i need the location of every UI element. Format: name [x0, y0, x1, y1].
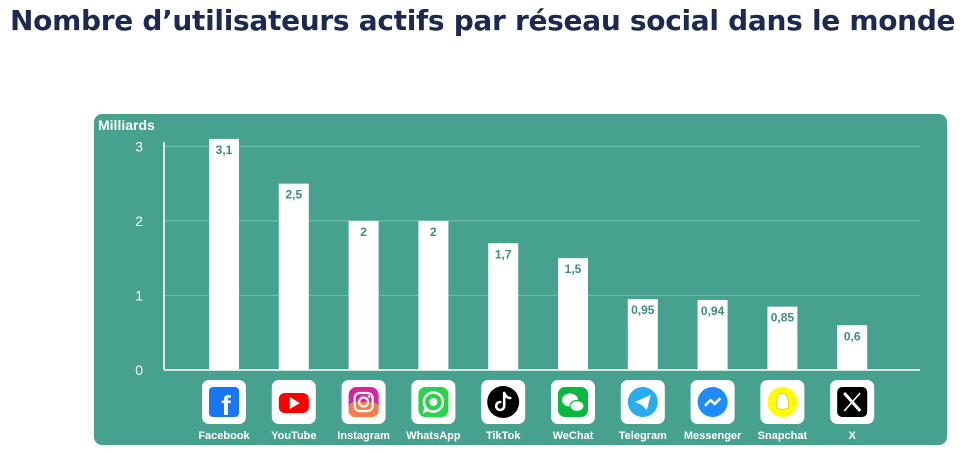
data-label: 1,5: [565, 262, 582, 276]
page-title: Nombre d’utilisateurs actifs par réseau …: [10, 4, 956, 37]
x-category-label: WhatsApp: [406, 430, 461, 442]
y-axis-label: Milliards: [98, 117, 155, 133]
youtube-icon: [271, 380, 316, 424]
data-label: 1,7: [495, 247, 512, 261]
bar: [348, 220, 379, 370]
x-category-label: TikTok: [486, 430, 521, 442]
bar: [767, 306, 798, 370]
snapchat-icon: [760, 380, 805, 424]
x-category-label: Instagram: [337, 430, 390, 442]
bar: [558, 258, 588, 370]
tiktok-icon: [481, 380, 526, 424]
bar: [627, 299, 658, 370]
data-label: 3,1: [216, 143, 233, 157]
x-category-label: Messenger: [684, 430, 742, 442]
facebook-icon: f: [202, 380, 246, 424]
x-category-label: YouTube: [271, 430, 316, 442]
x-category-label: WeChat: [553, 430, 594, 442]
bar: [209, 138, 239, 370]
data-label: 0,94: [701, 304, 725, 318]
bar: [278, 183, 309, 370]
data-label: 2,5: [285, 188, 302, 202]
bar-chart: Milliards 0 1 2 3 3,1 f Facebook 2,5 YouTube 2 Inst…: [98, 117, 920, 442]
data-label: 2: [430, 225, 437, 239]
svg-text:f: f: [221, 390, 231, 421]
instagram-icon: [341, 380, 386, 424]
y-tick-label: 1: [135, 287, 143, 303]
messenger-icon: [690, 380, 735, 424]
data-label: 0,95: [631, 303, 655, 317]
x-category-label: Telegram: [619, 430, 667, 442]
bar: [837, 325, 868, 370]
data-label: 2: [360, 225, 367, 239]
y-tick-label: 3: [135, 138, 143, 154]
y-tick-label: 2: [135, 213, 143, 229]
bar: [418, 220, 449, 370]
chart-panel: Milliards 0 1 2 3 3,1 f Facebook 2,5 YouTube 2 Inst…: [94, 114, 947, 445]
telegram-icon: [620, 380, 665, 424]
wechat-icon: [551, 380, 595, 424]
whatsapp-icon: [411, 380, 456, 424]
bar: [697, 299, 728, 370]
y-tick-label: 0: [135, 362, 143, 378]
x-category-label: Facebook: [198, 430, 250, 442]
x-icon: [830, 380, 875, 424]
x-category-label: X: [849, 430, 857, 442]
bar: [488, 243, 519, 370]
x-category-label: Snapchat: [758, 430, 808, 442]
data-label: 0,85: [771, 311, 795, 325]
data-label: 0,6: [844, 329, 861, 343]
